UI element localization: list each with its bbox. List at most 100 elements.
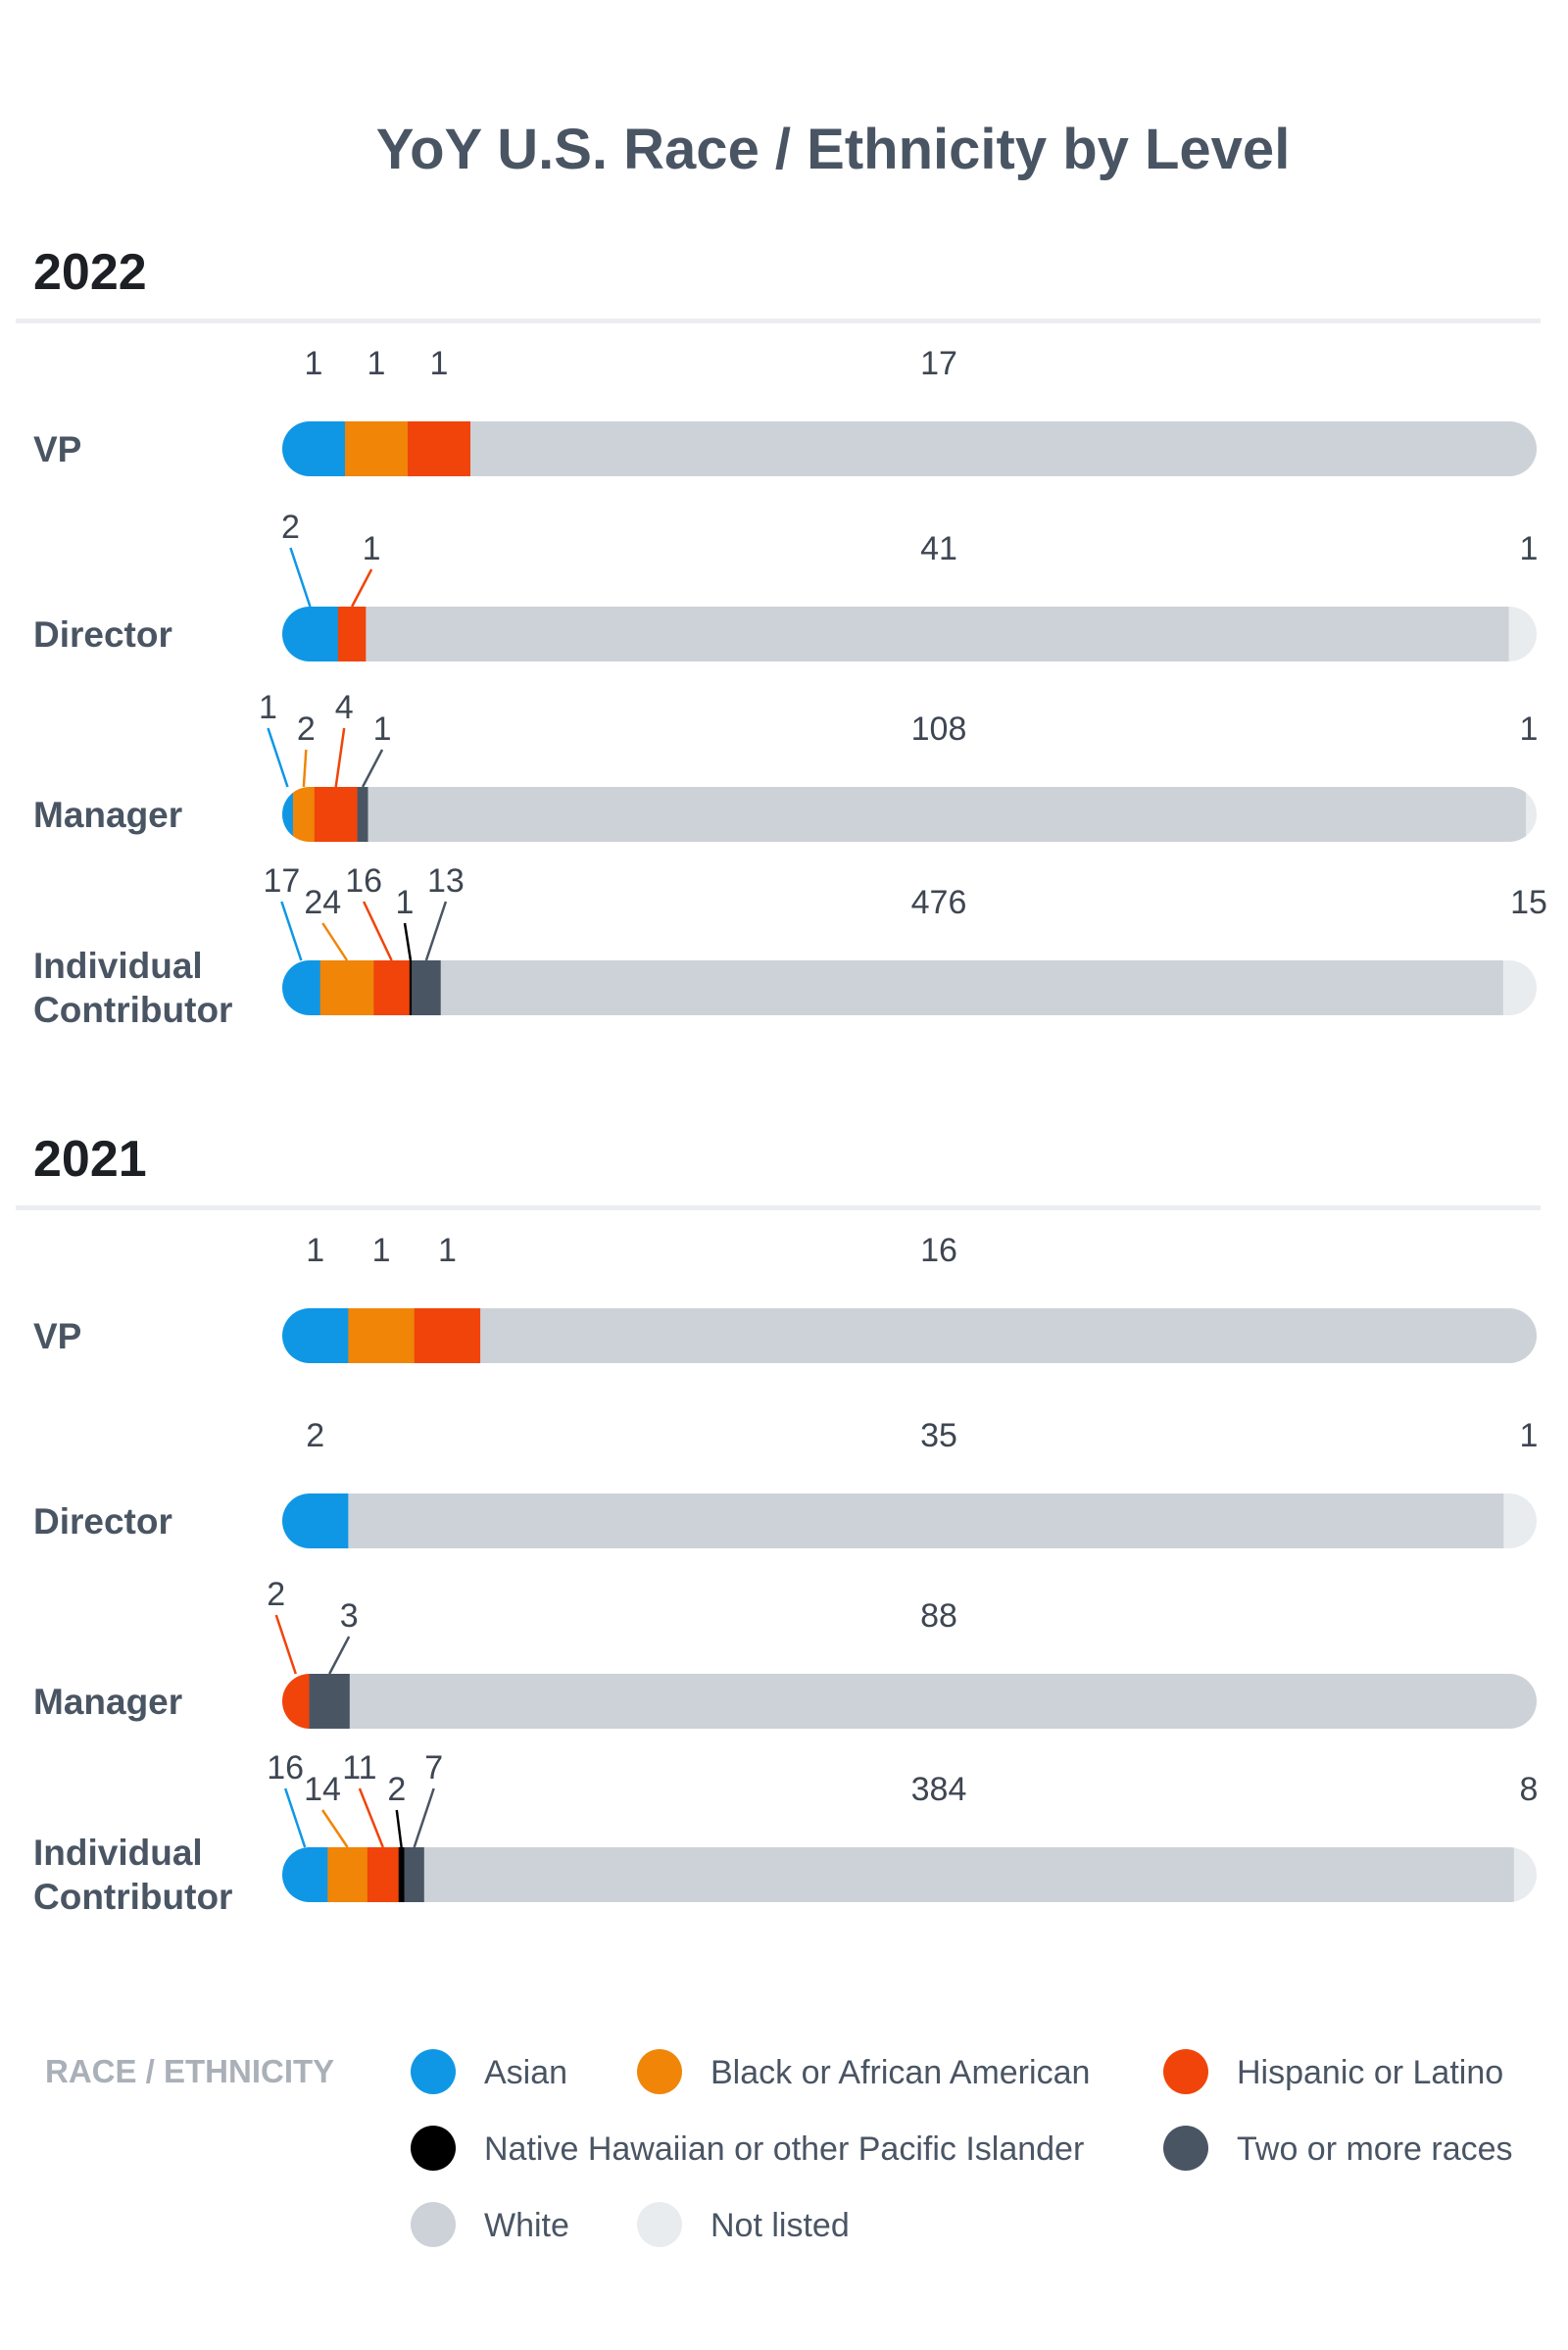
chart-title: YoY U.S. Race / Ethnicity by Level [376, 118, 1291, 181]
value-label: 2 [267, 1576, 285, 1613]
leader-line [361, 749, 384, 788]
stacked-bar [282, 787, 1537, 842]
segment-hispanic-or-latino [367, 1847, 400, 1902]
section-divider [16, 1205, 1541, 1210]
segment-asian [282, 421, 346, 476]
legend-label: Native Hawaiian or other Pacific Islande… [484, 2130, 1084, 2168]
legend-label: Hispanic or Latino [1237, 2054, 1503, 2091]
section-divider [16, 318, 1541, 323]
legend-label: Black or African American [710, 2054, 1090, 2091]
leader-line [274, 1614, 297, 1675]
level-label: Contributor [33, 990, 232, 1030]
leader-line [267, 727, 289, 788]
segment-hispanic-or-latino [314, 787, 358, 842]
value-label: 108 [911, 710, 967, 748]
leader-line [363, 901, 393, 961]
value-label: 1 [372, 1232, 391, 1269]
value-label: 2 [297, 710, 316, 748]
value-label: 41 [920, 530, 957, 567]
value-label: 14 [304, 1771, 341, 1808]
stacked-bar [282, 960, 1537, 1015]
segment-black-or-african-american [319, 960, 374, 1015]
value-label: 1 [430, 345, 449, 382]
segment-not-listed [1526, 787, 1537, 842]
segment-black-or-african-american [292, 787, 316, 842]
value-label: 16 [920, 1232, 957, 1269]
value-label: 1 [1520, 1417, 1539, 1454]
segment-two-or-more-races [357, 787, 368, 842]
leader-line [321, 922, 349, 961]
value-label: 35 [920, 1417, 957, 1454]
value-label: 1 [1520, 530, 1539, 567]
value-label: 2 [281, 509, 300, 546]
level-label: Manager [33, 795, 182, 835]
segment-asian [282, 1308, 349, 1363]
segment-black-or-african-american [345, 421, 409, 476]
value-label: 1 [1520, 710, 1539, 748]
legend-item-not-listed: Not listed [637, 2202, 850, 2247]
segment-not-listed [1503, 1493, 1537, 1548]
value-label: 1 [396, 884, 415, 921]
legend: RACE / ETHNICITY Asian Black or African Am… [45, 2049, 1513, 2247]
segment-native-hawaiian-or-other-pacific-islander [409, 960, 413, 1015]
segment-asian [282, 1847, 328, 1902]
segment-not-listed [1508, 607, 1537, 661]
leader-line [413, 1787, 435, 1848]
legend-item-two-or-more-races: Two or more races [1163, 2126, 1513, 2171]
row-vp: VP 1 1 1 17 [33, 345, 1537, 476]
value-label: 1 [368, 345, 386, 382]
value-label: 16 [345, 862, 382, 900]
segment-two-or-more-races [309, 1674, 351, 1729]
leader-line [328, 1636, 351, 1675]
segment-black-or-african-american [348, 1308, 416, 1363]
row-vp: VP 1 1 1 16 [33, 1232, 1537, 1363]
value-label: 24 [304, 884, 341, 921]
level-label: Contributor [33, 1877, 232, 1917]
segment-white [423, 1847, 1515, 1902]
year-heading: 2022 [33, 244, 147, 301]
segment-two-or-more-races [412, 960, 442, 1015]
legend-swatch [637, 2202, 682, 2247]
row-director: Director 2 1 41 1 [33, 509, 1538, 661]
segment-asian [282, 1493, 349, 1548]
level-label: Director [33, 614, 172, 655]
segment-hispanic-or-latino [408, 421, 471, 476]
segment-hispanic-or-latino [414, 1308, 481, 1363]
legend-item-white: White [411, 2202, 569, 2247]
segment-two-or-more-races [404, 1847, 425, 1902]
value-label: 1 [305, 345, 323, 382]
row-director: Director 2 35 1 [33, 1417, 1538, 1548]
segment-hispanic-or-latino [373, 960, 411, 1015]
legend-label: White [484, 2207, 569, 2244]
stacked-bar [282, 421, 1537, 476]
value-label: 1 [438, 1232, 457, 1269]
value-label: 7 [424, 1749, 443, 1787]
legend-swatch [637, 2049, 682, 2094]
segment-white [366, 607, 1509, 661]
value-label: 88 [920, 1597, 957, 1635]
legend-swatch [411, 2202, 456, 2247]
segment-asian [282, 787, 294, 842]
row-manager: Manager 2 3 88 [33, 1576, 1537, 1729]
level-label: Manager [33, 1682, 182, 1722]
value-label: 8 [1520, 1771, 1539, 1808]
segment-hispanic-or-latino [337, 607, 367, 661]
legend-item-hispanic-or-latino: Hispanic or Latino [1163, 2049, 1503, 2094]
segment-white [440, 960, 1504, 1015]
leader-line [302, 749, 308, 788]
level-label: Individual [33, 1833, 203, 1873]
legend-label: Two or more races [1237, 2130, 1513, 2168]
legend-swatch [1163, 2126, 1208, 2171]
segment-not-listed [1502, 960, 1537, 1015]
legend-swatch [411, 2126, 456, 2171]
segment-black-or-african-american [327, 1847, 368, 1902]
leader-line [280, 901, 303, 961]
legend-item-asian: Asian [411, 2049, 567, 2094]
leader-line [321, 1809, 349, 1848]
leader-line [283, 1787, 307, 1848]
legend-item-black-or-african-american: Black or African American [637, 2049, 1090, 2094]
leader-line [358, 1787, 384, 1848]
legend-label: Not listed [710, 2207, 850, 2244]
